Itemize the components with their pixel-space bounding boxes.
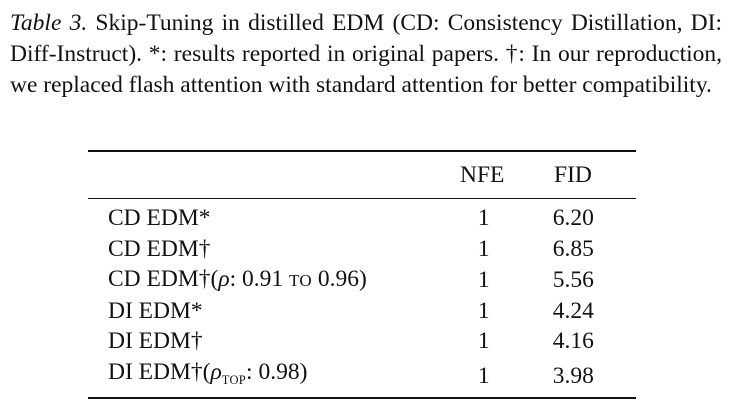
method-to-smallcaps: TO: [289, 270, 312, 290]
rho-subscript: TOP: [221, 372, 247, 387]
row-fid: 3.98: [552, 362, 594, 389]
method-suffix: : 0.98): [246, 358, 308, 385]
row-method: CD EDM*: [108, 205, 211, 232]
row-method: CD EDM†: [108, 235, 211, 262]
table-top-rule: [88, 150, 636, 152]
row-method: CD EDM†(ρ: 0.91 TO 0.96): [88, 264, 457, 296]
row-nfe: 1: [477, 328, 490, 355]
rho-symbol: ρ: [210, 358, 222, 385]
table-bottom-rule: [88, 396, 636, 399]
method-prefix: CD EDM†(: [108, 265, 219, 292]
row-nfe: 1: [477, 266, 490, 293]
row-method: DI EDM†: [108, 328, 203, 355]
results-table-body: CD EDM* 1 6.20 CD EDM† 1 6.85 CD EDM†(ρ:…: [88, 199, 636, 397]
method-suffix: 0.96): [311, 265, 367, 292]
row-method: DI EDM†(ρTOP: 0.98): [88, 357, 457, 397]
table-row: DI EDM† 1 4.16: [88, 326, 636, 356]
table-header-row: NFE FID: [88, 152, 636, 198]
caption-label: Table 3.: [10, 10, 88, 36]
header-method: [88, 152, 454, 198]
method-prefix: DI EDM†(: [108, 358, 211, 385]
row-fid: 4.24: [552, 297, 594, 324]
caption-text: Skip-Tuning in distilled EDM (CD: Consis…: [10, 10, 722, 98]
results-table: NFE FID CD EDM* 1 6.20 CD EDM† 1 6.85: [88, 150, 636, 399]
row-nfe: 1: [477, 235, 490, 262]
table-caption: Table 3. Skip-Tuning in distilled EDM (C…: [10, 8, 722, 101]
row-nfe: 1: [477, 297, 490, 324]
method-mid: : 0.91: [229, 265, 290, 292]
row-fid: 4.16: [552, 328, 594, 355]
table-row: DI EDM†(ρTOP: 0.98) 1 3.98: [88, 357, 636, 397]
row-nfe: 1: [477, 362, 490, 389]
row-fid: 6.85: [552, 235, 594, 262]
row-fid: 5.56: [552, 266, 594, 293]
header-nfe: NFE: [460, 161, 505, 188]
table-row: CD EDM† 1 6.85: [88, 233, 636, 263]
row-method: DI EDM*: [108, 297, 203, 324]
table-row: CD EDM†(ρ: 0.91 TO 0.96) 1 5.56: [88, 264, 636, 296]
table-row: CD EDM* 1 6.20: [88, 199, 636, 233]
row-nfe: 1: [477, 205, 490, 232]
rho-symbol: ρ: [218, 265, 230, 292]
results-table-grid: NFE FID: [88, 152, 636, 198]
table-header-rule: [88, 198, 636, 199]
row-fid: 6.20: [552, 205, 594, 232]
table-row: DI EDM* 1 4.24: [88, 296, 636, 326]
header-fid: FID: [554, 161, 592, 188]
